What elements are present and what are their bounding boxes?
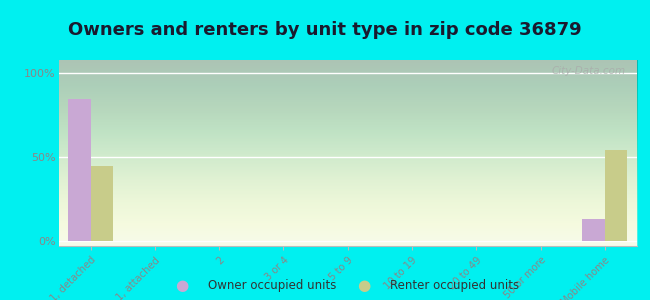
Text: ●: ●: [358, 278, 370, 292]
Bar: [90, 166, 113, 241]
Bar: [68, 98, 90, 241]
Bar: [582, 219, 605, 241]
Text: Renter occupied units: Renter occupied units: [390, 278, 519, 292]
Text: Owners and renters by unit type in zip code 36879: Owners and renters by unit type in zip c…: [68, 21, 582, 39]
Bar: [605, 151, 627, 241]
Text: City-Data.com: City-Data.com: [551, 66, 625, 76]
Text: ●: ●: [176, 278, 188, 292]
Text: Owner occupied units: Owner occupied units: [208, 278, 337, 292]
